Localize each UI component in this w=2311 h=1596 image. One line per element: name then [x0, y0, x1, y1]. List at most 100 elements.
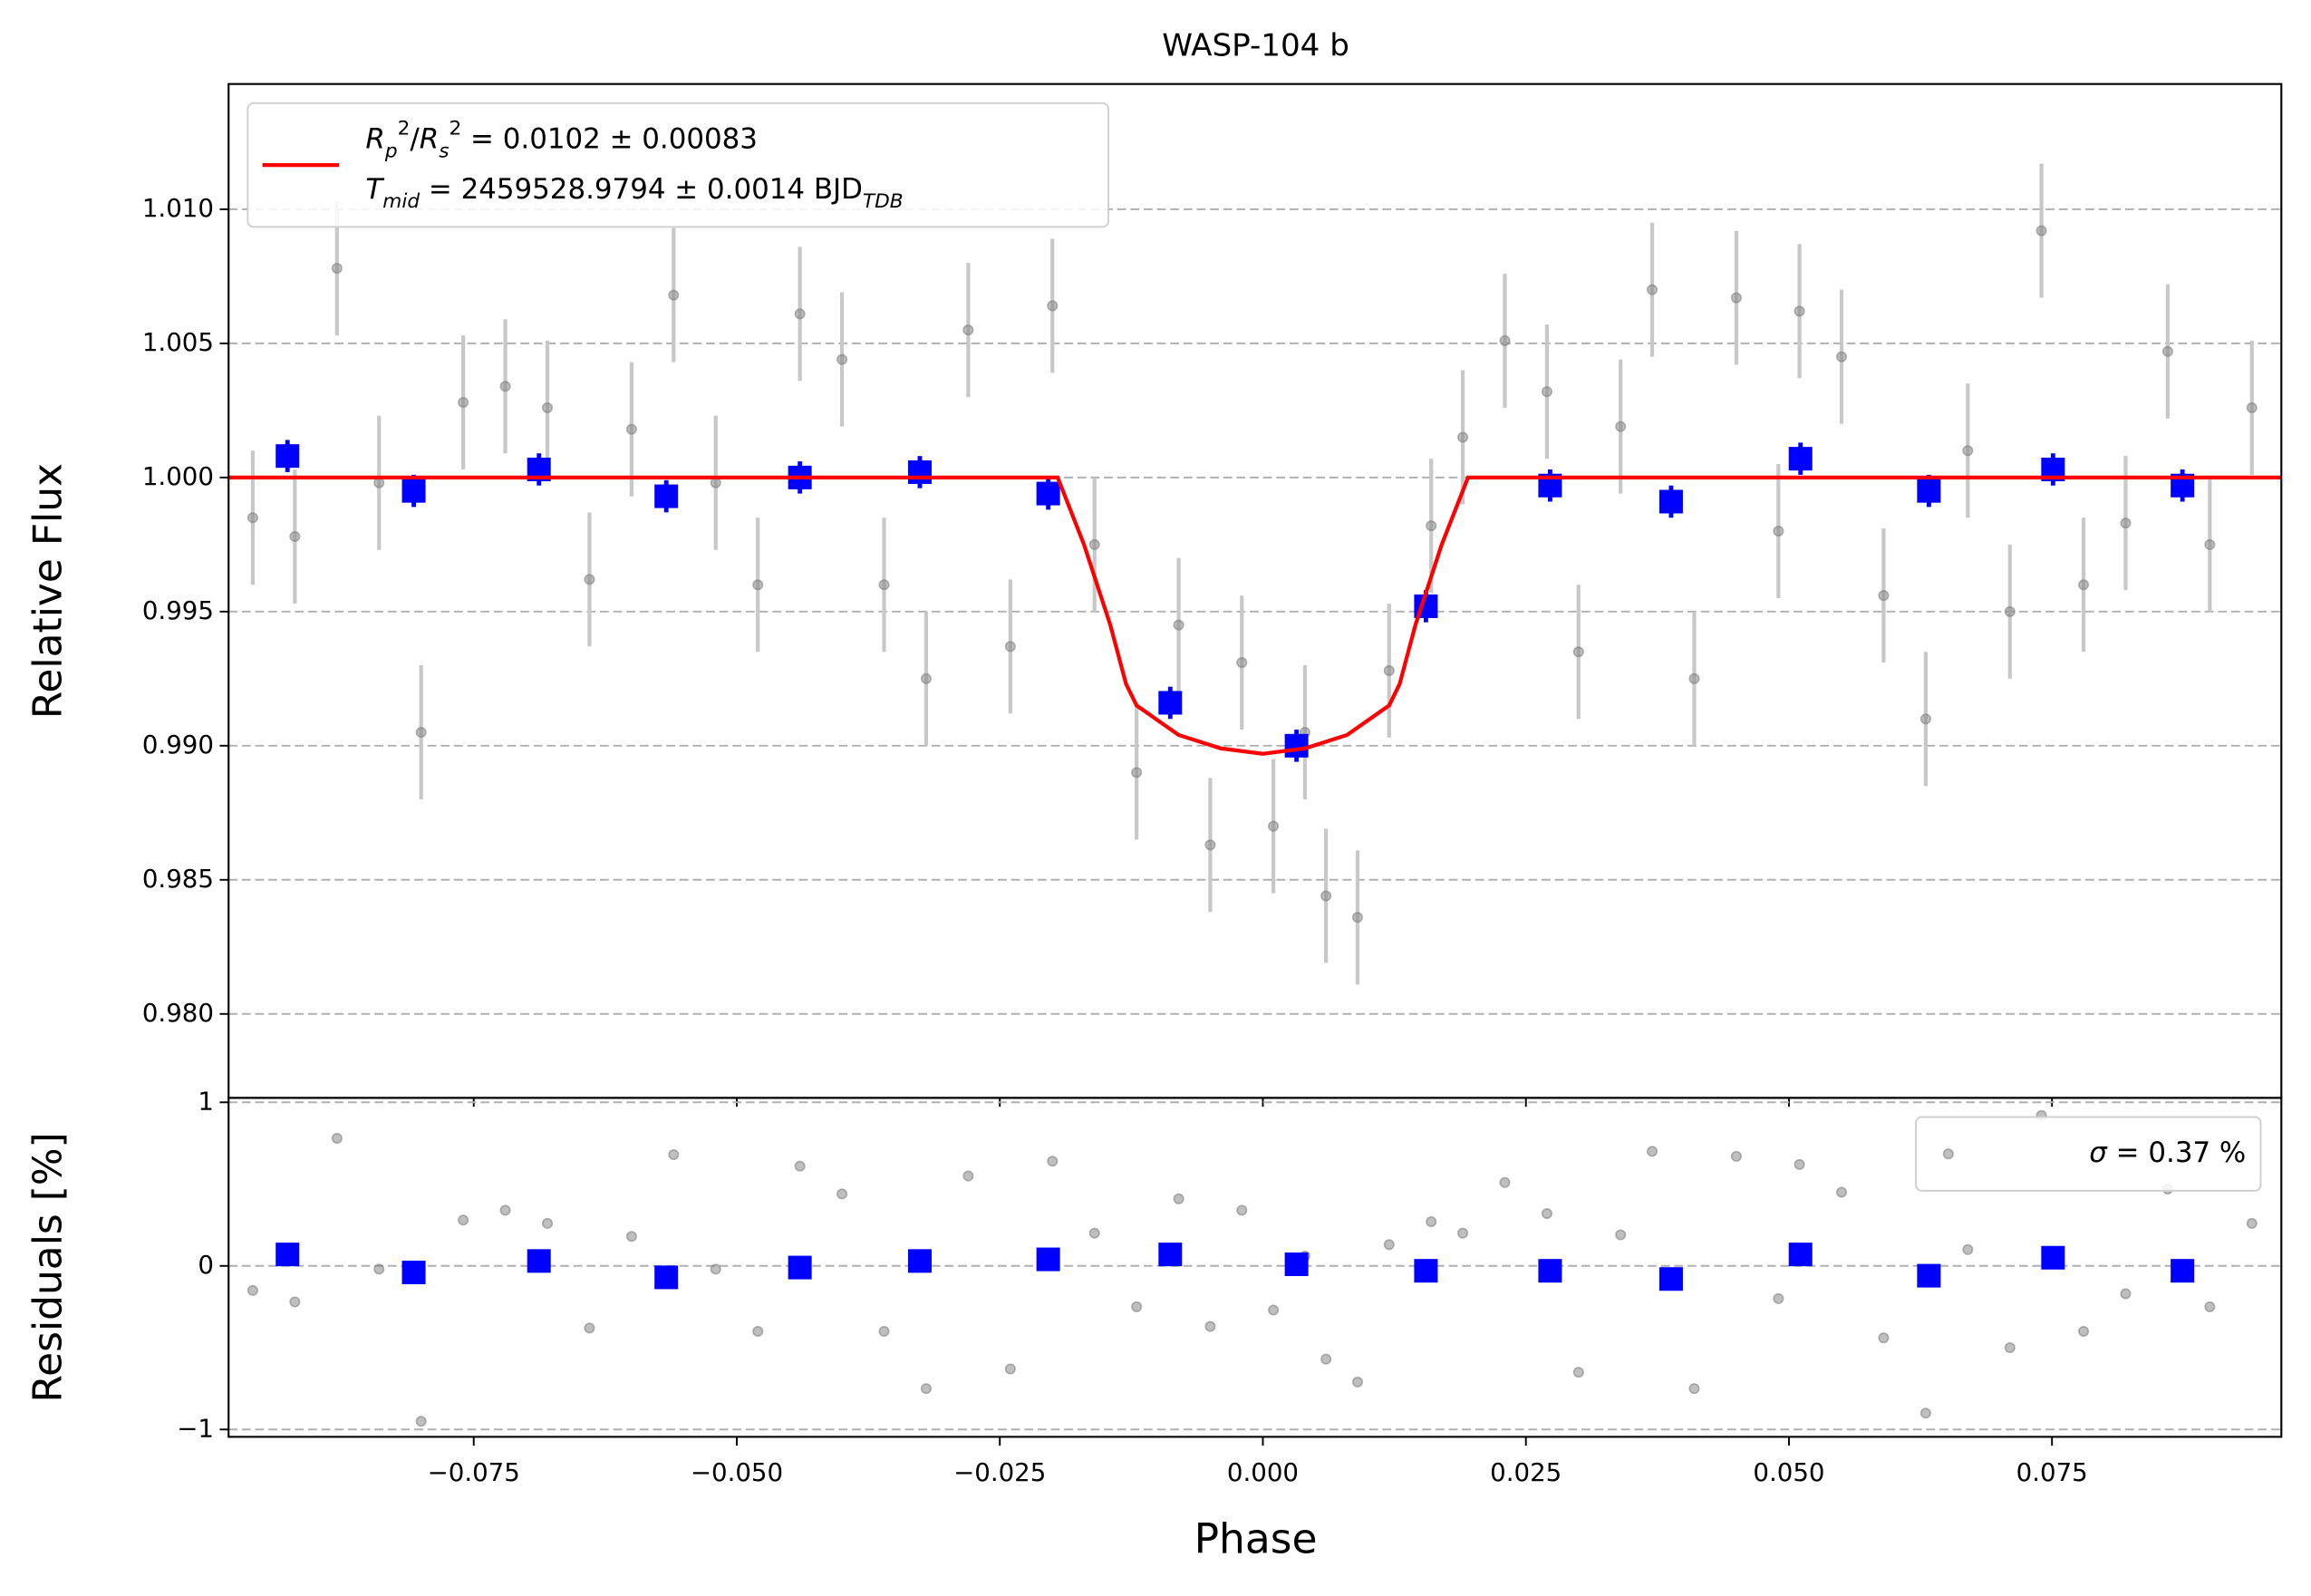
legend-text-part: mid [382, 189, 420, 212]
y-tick-label: 1.005 [142, 327, 214, 357]
data-point [499, 381, 511, 392]
data-point [1047, 1156, 1059, 1167]
data-point [1173, 1193, 1185, 1204]
y-tick-label: 0.995 [142, 595, 214, 625]
legend-text-part: R [365, 122, 384, 155]
data-point [1088, 538, 1100, 550]
legend-text-part: p [384, 140, 398, 162]
data-point [584, 1322, 595, 1334]
legend-text-part: = 0.0102 ± 0.00083 [461, 122, 758, 155]
data-point [1457, 1227, 1469, 1239]
data-point [1572, 1367, 1584, 1378]
data-point [962, 324, 974, 336]
x-tick-label: 0.000 [1227, 1457, 1299, 1487]
legend-swatch [1942, 1148, 1954, 1160]
data-point [247, 512, 258, 524]
y-tick-label: 1.010 [142, 193, 214, 223]
legend-text-part: = 2459528.9794 ± 0.0014 BJD [420, 172, 863, 205]
plot-area [247, 1109, 2258, 1427]
binned-point [907, 1249, 932, 1273]
legend-text-part: TDB [863, 189, 904, 212]
data-point [2004, 1342, 2016, 1354]
data-point [499, 1204, 511, 1216]
data-point [1236, 657, 1248, 669]
y-tick-label: 0 [198, 1250, 214, 1280]
data-point [962, 1170, 974, 1182]
binned-point [2041, 1245, 2065, 1270]
x-axis-label: Phase [1194, 1514, 1318, 1562]
data-point [373, 1263, 385, 1275]
y-tick-label: 0.990 [142, 730, 214, 759]
binned-point [907, 459, 932, 484]
data-point [920, 672, 932, 684]
legend-label: Rp2/Rs2 = 0.0102 ± 0.00083 [365, 117, 758, 162]
binned-point [1658, 1267, 1683, 1291]
data-point [1794, 1158, 1805, 1170]
binned-point [276, 444, 300, 469]
data-point [2004, 605, 2016, 617]
x-tick-label: 0.050 [1753, 1457, 1824, 1487]
data-point [1541, 386, 1552, 398]
data-point [1647, 1146, 1658, 1157]
data-point [541, 1217, 554, 1229]
legend-text-part: T [365, 172, 384, 205]
binned-point [1917, 1263, 1941, 1288]
data-point [1047, 300, 1059, 312]
legend-box [247, 102, 1109, 228]
legend-box [1915, 1116, 2262, 1192]
y-axis-label: Residuals [%] [24, 1132, 71, 1402]
binned-point [2171, 1259, 2195, 1283]
data-point [1773, 526, 1784, 537]
data-point [1962, 445, 1974, 457]
binned-point [654, 484, 679, 508]
binned-point [401, 1260, 426, 1284]
data-point [836, 1188, 848, 1200]
data-point [2035, 225, 2047, 237]
data-point [1351, 912, 1363, 924]
data-point [458, 1214, 469, 1226]
legend-text-part: = 0.37 % [2107, 1137, 2246, 1169]
data-point [1004, 641, 1016, 653]
data-point [1730, 292, 1742, 304]
data-point [247, 1284, 258, 1296]
legend-text-part: 2 [449, 117, 461, 140]
legend-text-part: R [420, 122, 439, 155]
binned-point [1414, 1259, 1438, 1283]
data-point [1688, 672, 1700, 684]
y-axis-label: Relative Flux [24, 463, 71, 719]
data-point [1878, 1332, 1890, 1344]
data-point [541, 401, 554, 413]
legend-label: Tmid = 2459528.9794 ± 0.0014 BJDTDB [365, 172, 903, 212]
data-point [1131, 1301, 1143, 1312]
binned-point [276, 1243, 300, 1267]
data-point [2078, 1325, 2090, 1337]
plot-area [228, 163, 2282, 985]
data-point [2204, 1301, 2216, 1312]
data-point [1457, 431, 1469, 443]
data-point [331, 262, 343, 275]
data-point [1688, 1383, 1700, 1395]
data-point [2246, 1217, 2258, 1229]
binned-point [1658, 489, 1683, 514]
data-point [2204, 538, 2216, 550]
data-point [878, 1325, 890, 1337]
data-point [2120, 517, 2132, 529]
data-point [1878, 590, 1890, 602]
binned-point [788, 1255, 812, 1280]
binned-point [401, 479, 426, 503]
data-point [752, 579, 764, 591]
data-point [920, 1383, 932, 1395]
data-point [625, 1231, 637, 1243]
data-point [415, 1416, 427, 1427]
data-point [289, 1296, 301, 1308]
data-point [1835, 351, 1848, 363]
data-point [2246, 401, 2258, 413]
data-point [1499, 334, 1511, 346]
x-tick-label: −0.075 [428, 1457, 520, 1487]
data-point [1572, 646, 1584, 658]
data-point [1794, 305, 1805, 317]
binned-point [527, 1249, 551, 1273]
data-point [331, 1132, 343, 1144]
data-point [668, 289, 680, 301]
